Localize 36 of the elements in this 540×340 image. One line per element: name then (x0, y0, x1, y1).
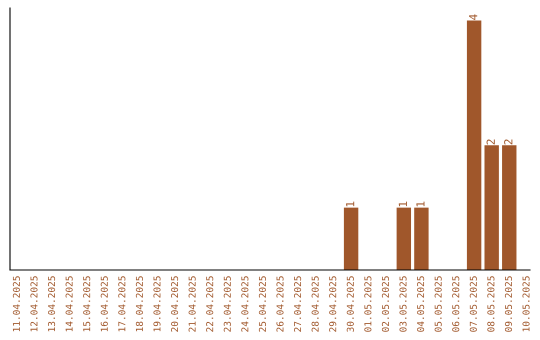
data-label: 2 (486, 139, 495, 144)
x-tick-label: 29.04.2025 (329, 276, 336, 332)
x-tick-label: 17.04.2025 (118, 276, 126, 332)
x-tick-label: 23.04.2025 (224, 276, 231, 332)
x-tick-label: 21.04.2025 (188, 276, 196, 332)
x-tick-label: 04.05.2025 (417, 276, 424, 332)
data-label: 1 (346, 202, 354, 206)
x-tick-label: 01.05.2025 (364, 276, 372, 332)
x-tick-label: 20.04.2025 (170, 276, 178, 332)
x-tick-label: 16.04.2025 (100, 276, 108, 332)
x-tick-label: 27.04.2025 (294, 276, 302, 332)
data-label: 1 (416, 202, 424, 206)
data-label: 2 (504, 139, 512, 144)
x-tick-label: 18.04.2025 (136, 276, 143, 332)
x-tick-label: 22.04.2025 (206, 276, 214, 332)
x-tick-label: 02.05.2025 (382, 276, 390, 332)
x-tick-label: 11.04.2025 (12, 276, 20, 332)
x-tick-label: 12.04.2025 (30, 276, 38, 332)
data-label: 4 (469, 14, 478, 20)
x-tick-label: 05.05.2025 (434, 276, 442, 332)
data-label: 1 (398, 202, 407, 206)
x-tick-label: 13.04.2025 (48, 276, 56, 332)
x-tick-label: 03.05.2025 (399, 276, 407, 332)
x-tick-label: 30.04.2025 (346, 276, 354, 332)
x-tick-label: 15.04.2025 (83, 276, 90, 332)
x-tick-label: 08.05.2025 (487, 276, 494, 332)
x-tick-label: 07.05.2025 (470, 276, 477, 332)
x-tick-label: 25.04.2025 (258, 276, 266, 332)
x-tick-label: 14.04.2025 (66, 276, 73, 332)
x-tick-label: 26.04.2025 (276, 276, 284, 332)
x-tick-label: 24.04.2025 (241, 276, 248, 332)
x-tick-label: 06.05.2025 (452, 276, 460, 332)
x-tick-label: 19.04.2025 (153, 276, 161, 332)
x-tick-label: 09.05.2025 (504, 276, 512, 332)
x-tick-label: 10.05.2025 (522, 276, 530, 332)
x-tick-label: 28.04.2025 (312, 276, 319, 332)
